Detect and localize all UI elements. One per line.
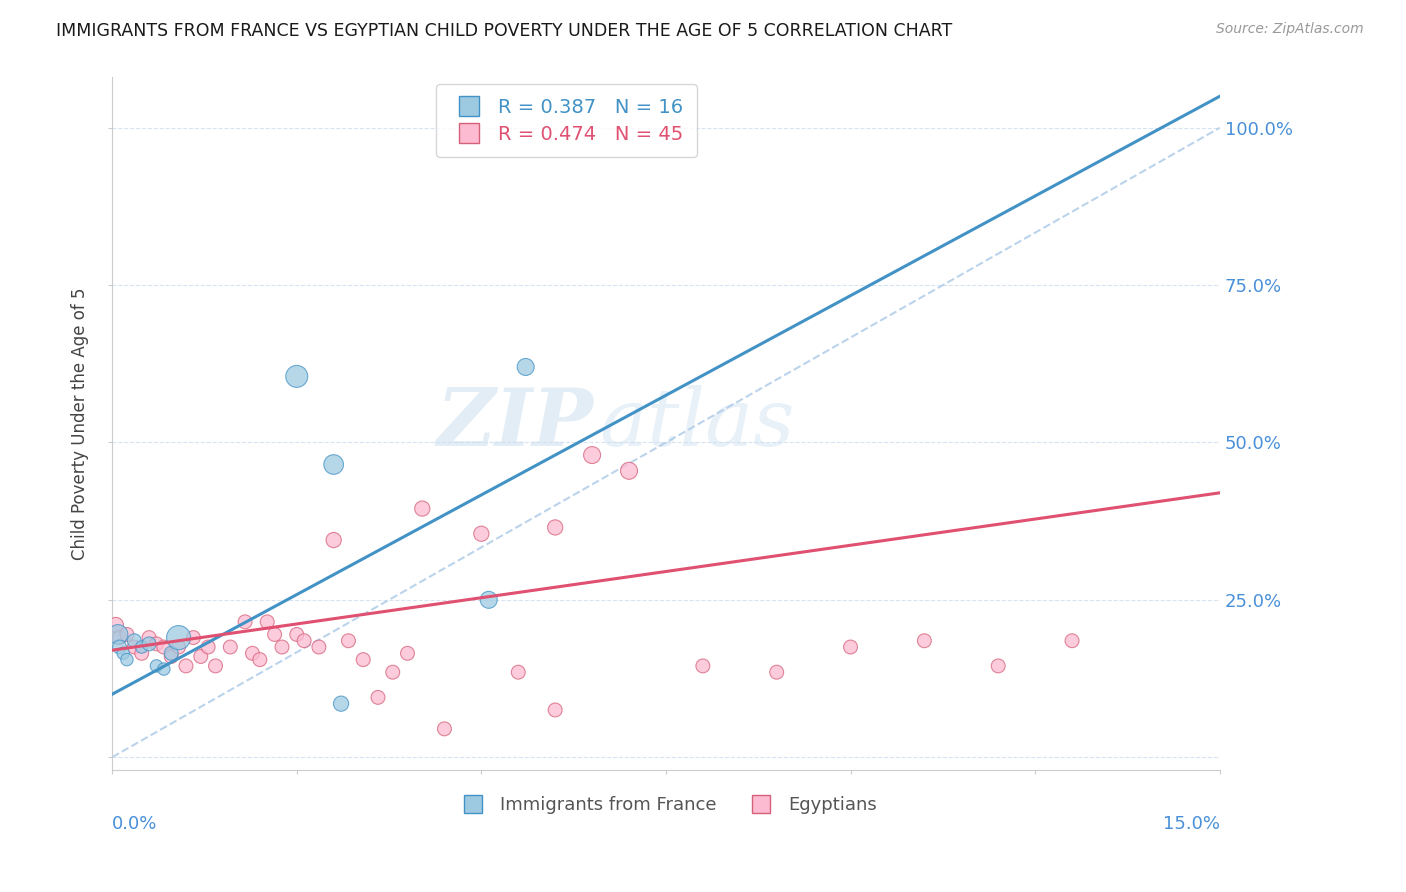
- Point: [617, 464, 640, 478]
- Point: [322, 533, 344, 547]
- Point: [839, 640, 862, 654]
- Point: [692, 659, 714, 673]
- Point: [183, 631, 205, 645]
- Point: [153, 662, 176, 676]
- Legend: Immigrants from France, Egyptians: Immigrants from France, Egyptians: [447, 789, 884, 822]
- Point: [153, 640, 176, 654]
- Point: [138, 631, 160, 645]
- Y-axis label: Child Poverty Under the Age of 5: Child Poverty Under the Age of 5: [72, 287, 89, 560]
- Point: [256, 615, 278, 629]
- Point: [765, 665, 787, 680]
- Point: [145, 637, 167, 651]
- Point: [912, 633, 935, 648]
- Point: [478, 592, 501, 607]
- Point: [138, 637, 160, 651]
- Point: [308, 640, 330, 654]
- Point: [249, 652, 271, 666]
- Point: [219, 640, 242, 654]
- Text: 0.0%: 0.0%: [112, 814, 157, 833]
- Point: [190, 649, 212, 664]
- Point: [233, 615, 256, 629]
- Point: [160, 649, 183, 664]
- Point: [367, 690, 389, 705]
- Point: [1060, 633, 1083, 648]
- Point: [330, 697, 353, 711]
- Point: [242, 646, 264, 660]
- Point: [115, 652, 138, 666]
- Point: [115, 627, 138, 641]
- Point: [160, 646, 183, 660]
- Point: [107, 627, 129, 641]
- Point: [131, 640, 153, 654]
- Point: [381, 665, 404, 680]
- Point: [544, 703, 567, 717]
- Point: [322, 458, 344, 472]
- Point: [515, 359, 537, 374]
- Point: [987, 659, 1010, 673]
- Point: [337, 633, 360, 648]
- Point: [396, 646, 419, 660]
- Point: [581, 448, 603, 462]
- Text: 15.0%: 15.0%: [1163, 814, 1220, 833]
- Point: [285, 627, 308, 641]
- Point: [145, 659, 167, 673]
- Point: [167, 640, 190, 654]
- Point: [204, 659, 226, 673]
- Point: [352, 652, 374, 666]
- Point: [124, 633, 146, 648]
- Point: [433, 722, 456, 736]
- Point: [263, 627, 285, 641]
- Text: atlas: atlas: [599, 384, 794, 462]
- Point: [131, 646, 153, 660]
- Point: [104, 618, 127, 632]
- Point: [544, 520, 567, 534]
- Point: [271, 640, 294, 654]
- Text: Source: ZipAtlas.com: Source: ZipAtlas.com: [1216, 22, 1364, 37]
- Point: [292, 633, 315, 648]
- Point: [197, 640, 219, 654]
- Point: [124, 640, 146, 654]
- Text: ZIP: ZIP: [437, 384, 593, 462]
- Point: [508, 665, 530, 680]
- Point: [112, 646, 135, 660]
- Point: [411, 501, 433, 516]
- Point: [167, 631, 190, 645]
- Text: IMMIGRANTS FROM FRANCE VS EGYPTIAN CHILD POVERTY UNDER THE AGE OF 5 CORRELATION : IMMIGRANTS FROM FRANCE VS EGYPTIAN CHILD…: [56, 22, 952, 40]
- Point: [174, 659, 197, 673]
- Point: [108, 631, 131, 645]
- Point: [285, 369, 308, 384]
- Point: [470, 526, 492, 541]
- Point: [108, 640, 131, 654]
